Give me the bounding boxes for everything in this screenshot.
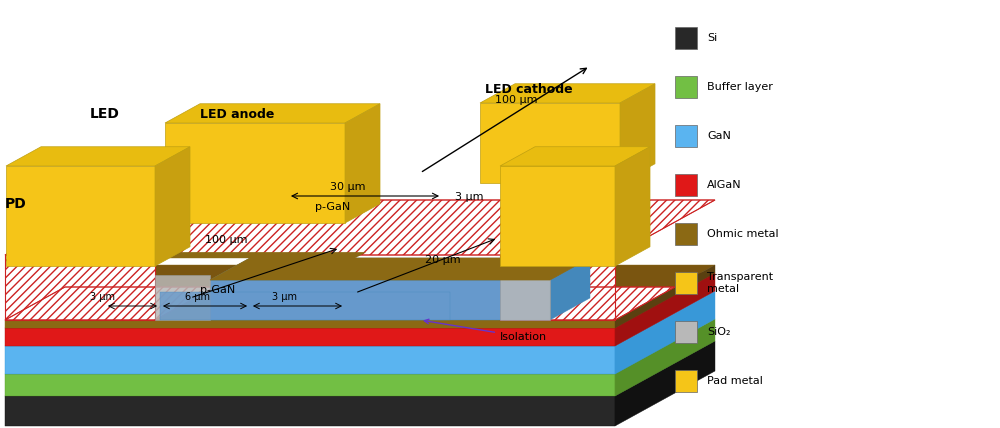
- FancyBboxPatch shape: [675, 76, 697, 98]
- Polygon shape: [615, 341, 715, 426]
- Polygon shape: [5, 287, 215, 320]
- Text: GaN: GaN: [707, 131, 731, 141]
- Polygon shape: [155, 252, 366, 258]
- FancyBboxPatch shape: [675, 223, 697, 245]
- Polygon shape: [620, 84, 655, 183]
- Text: Ohmic metal: Ohmic metal: [707, 229, 779, 239]
- Polygon shape: [5, 346, 615, 374]
- FancyBboxPatch shape: [675, 321, 697, 343]
- Polygon shape: [550, 258, 590, 320]
- Polygon shape: [155, 275, 210, 320]
- FancyBboxPatch shape: [675, 272, 697, 294]
- Polygon shape: [5, 320, 615, 328]
- Polygon shape: [5, 319, 715, 374]
- Polygon shape: [480, 84, 655, 103]
- Text: 3 μm: 3 μm: [90, 292, 115, 302]
- Polygon shape: [5, 273, 715, 328]
- Polygon shape: [480, 103, 620, 183]
- Text: p-GaN: p-GaN: [200, 285, 235, 295]
- Polygon shape: [615, 291, 715, 374]
- Polygon shape: [500, 287, 675, 320]
- Text: 3 μm: 3 μm: [455, 192, 484, 202]
- Text: 6 μm: 6 μm: [185, 292, 210, 302]
- FancyBboxPatch shape: [675, 125, 697, 147]
- Polygon shape: [615, 273, 715, 346]
- Text: SiO₂: SiO₂: [707, 327, 730, 337]
- Polygon shape: [5, 374, 615, 396]
- Text: Isolation: Isolation: [424, 319, 547, 342]
- Text: PD: PD: [5, 197, 27, 211]
- Polygon shape: [500, 255, 615, 320]
- Text: LED anode: LED anode: [200, 108, 274, 121]
- Polygon shape: [155, 147, 190, 266]
- Polygon shape: [345, 104, 380, 223]
- Text: 3 μm: 3 μm: [272, 292, 297, 302]
- Text: p-GaN: p-GaN: [315, 202, 350, 212]
- Text: 100 μm: 100 μm: [495, 95, 538, 105]
- Polygon shape: [5, 396, 615, 426]
- Polygon shape: [160, 292, 450, 320]
- Text: 100 μm: 100 μm: [205, 235, 247, 245]
- FancyBboxPatch shape: [675, 27, 697, 49]
- Polygon shape: [500, 275, 550, 320]
- Polygon shape: [210, 258, 590, 280]
- Text: Transparent
metal: Transparent metal: [707, 272, 773, 294]
- Polygon shape: [6, 166, 155, 266]
- Text: LED: LED: [90, 107, 120, 121]
- Polygon shape: [5, 200, 715, 255]
- Polygon shape: [5, 291, 715, 346]
- Text: 20 μm: 20 μm: [425, 255, 461, 265]
- Polygon shape: [615, 147, 650, 266]
- Polygon shape: [210, 258, 590, 280]
- Text: Buffer layer: Buffer layer: [707, 82, 773, 92]
- FancyBboxPatch shape: [675, 370, 697, 392]
- FancyBboxPatch shape: [675, 174, 697, 196]
- Polygon shape: [6, 147, 190, 166]
- Polygon shape: [500, 166, 615, 266]
- Text: Si: Si: [707, 33, 717, 43]
- Polygon shape: [615, 319, 715, 396]
- Polygon shape: [5, 341, 715, 396]
- Polygon shape: [615, 265, 715, 328]
- Text: 30 μm: 30 μm: [330, 182, 366, 192]
- Text: AlGaN: AlGaN: [707, 180, 742, 190]
- Polygon shape: [5, 255, 155, 320]
- Polygon shape: [5, 273, 715, 328]
- Text: LED cathode: LED cathode: [485, 83, 573, 96]
- Polygon shape: [210, 280, 550, 320]
- Polygon shape: [5, 265, 715, 320]
- Polygon shape: [165, 123, 345, 223]
- Polygon shape: [165, 104, 380, 123]
- Polygon shape: [5, 328, 615, 346]
- Polygon shape: [500, 147, 650, 166]
- Text: Pad metal: Pad metal: [707, 376, 763, 386]
